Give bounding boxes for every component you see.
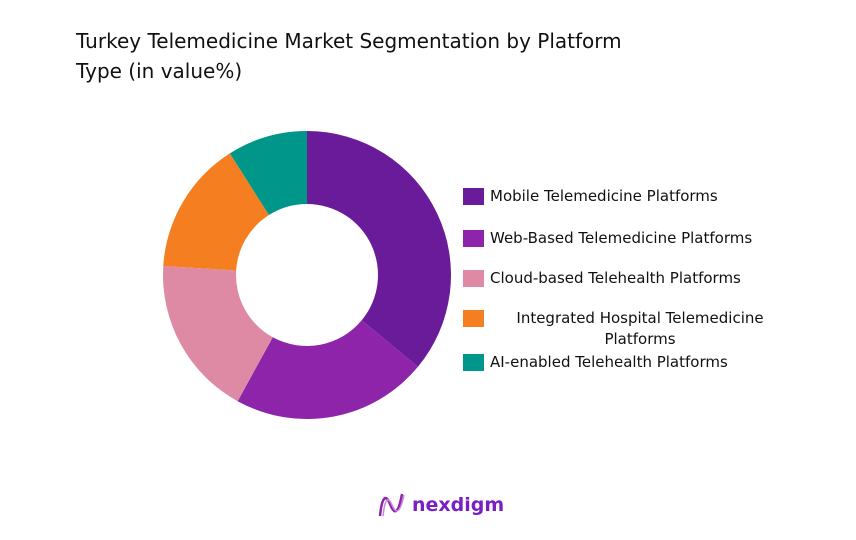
- legend-swatch: [463, 310, 484, 327]
- legend-swatch: [463, 230, 484, 247]
- legend-label: Web-Based Telemedicine Platforms: [490, 229, 753, 247]
- legend-item: Mobile Telemedicine Platforms: [463, 186, 718, 207]
- donut-slice-3: [163, 153, 269, 271]
- legend-swatch: [463, 354, 484, 371]
- legend-label: AI-enabled Telehealth Platforms: [490, 353, 728, 371]
- donut-slice-4: [229, 131, 307, 216]
- chart-title: Turkey Telemedicine Market Segmentation …: [76, 29, 622, 83]
- donut-slice-1: [237, 320, 418, 420]
- donut-slice-0: [307, 131, 451, 367]
- nexdigm-logo: nexdigm: [378, 492, 504, 518]
- legend-item: AI-enabled Telehealth Platforms: [463, 352, 728, 373]
- donut-slice-2: [163, 265, 273, 402]
- legend-label: Integrated Hospital Telemedicine Platfor…: [516, 309, 764, 348]
- legend-swatch: [463, 270, 484, 287]
- legend-label: Cloud-based Telehealth Platforms: [490, 269, 741, 287]
- legend-label: Mobile Telemedicine Platforms: [490, 187, 718, 205]
- nexdigm-logo-icon: [378, 493, 405, 517]
- legend-item: Web-Based Telemedicine Platforms: [463, 228, 752, 249]
- legend-item: Integrated Hospital Telemedicine Platfor…: [463, 308, 790, 350]
- legend-swatch: [463, 188, 484, 205]
- logo-text: nexdigm: [412, 494, 505, 516]
- legend-item: Cloud-based Telehealth Platforms: [463, 268, 741, 289]
